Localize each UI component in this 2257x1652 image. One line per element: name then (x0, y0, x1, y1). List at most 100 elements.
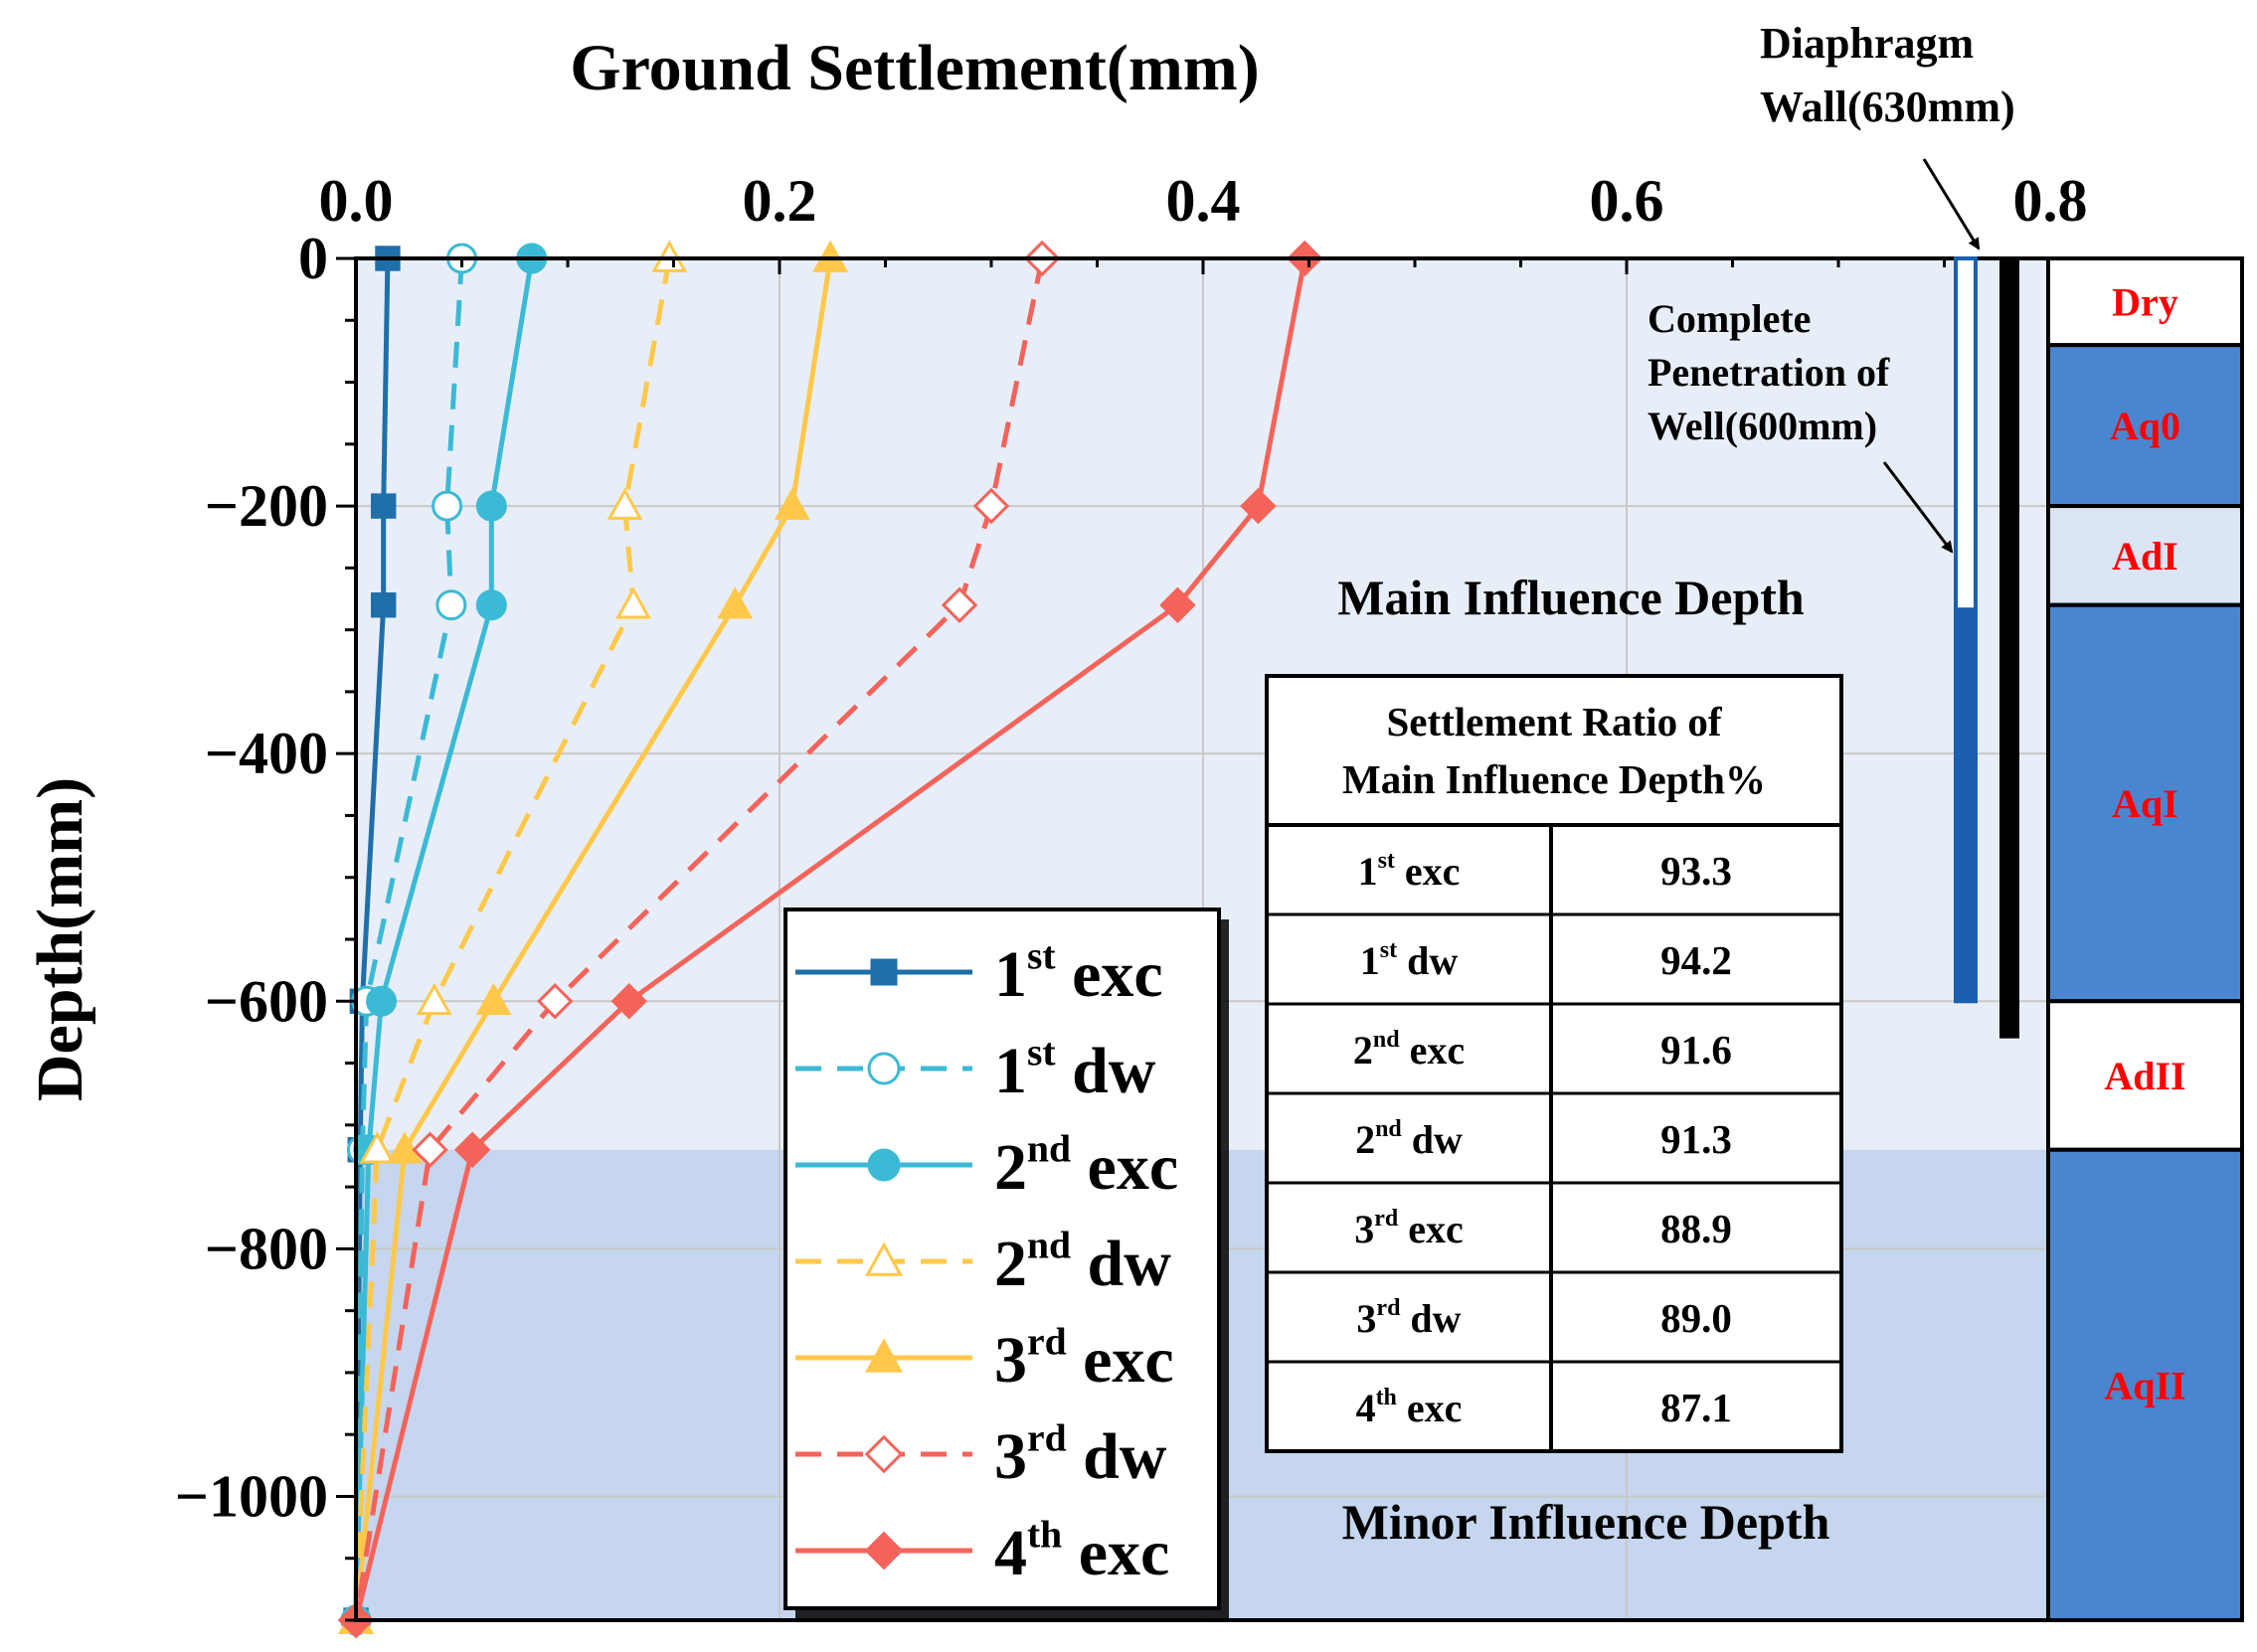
marker-diamond (1240, 487, 1277, 525)
table-row-label: 1st dw (1360, 937, 1459, 983)
well-annotation-line1: Complete (1648, 296, 1811, 341)
wall-annotation-line2: Wall(630mm) (1760, 83, 2015, 131)
marker-circle (432, 490, 463, 522)
x-tick-label: 0.2 (743, 168, 817, 234)
x-tick-label: 0.8 (2013, 168, 2088, 234)
marker-diamond (941, 586, 978, 623)
soil-layer-aqi (2046, 602, 2244, 1004)
marker-triangle (864, 1241, 904, 1276)
marker-circle (435, 589, 467, 621)
wall-arrow (1922, 158, 1981, 250)
marker-square (870, 958, 898, 986)
table-row-label: 4th exc (1356, 1385, 1463, 1430)
table-row-value: 87.1 (1660, 1385, 1732, 1430)
table-row-label: 2nd dw (1355, 1116, 1463, 1162)
well-arrow (1882, 461, 1954, 554)
soil-layer-adii (2046, 999, 2244, 1152)
marker-triangle (864, 1338, 904, 1373)
soil-layer-label: AqII (2104, 1363, 2185, 1407)
table-row-label: 3rd exc (1354, 1206, 1464, 1251)
well-annotation-line2: Penetration of (1648, 350, 1890, 395)
well-annotation-line3: Well(600mm) (1648, 404, 1877, 448)
marker-diamond (864, 1531, 904, 1570)
ratio-table: Settlement Ratio of Main Influence Depth%… (1265, 674, 1843, 1453)
y-tick-label: −1000 (175, 1463, 328, 1529)
y-tick-label: −800 (205, 1216, 328, 1281)
soil-layer-label: AdI (2112, 534, 2178, 578)
marker-circle (867, 1148, 901, 1182)
marker-square (370, 493, 397, 519)
table-frame (1265, 674, 1843, 1453)
marker-diamond (1159, 586, 1196, 623)
series-4th-exc (337, 240, 1323, 1639)
data-series (337, 240, 1323, 1639)
wall-annotation-line1: Diaphragm (1760, 19, 1974, 68)
marker-circle (867, 1052, 901, 1085)
legend-entry-3rd-dw: 3rd dw (994, 1415, 1167, 1493)
marker-triangle (615, 586, 651, 619)
marker-diamond (864, 1434, 904, 1474)
wall-and-well: Diaphragm Wall(630mm) Complete Penetration … (1648, 19, 2019, 1039)
legend-entry-1st-exc: 1st exc (994, 933, 1163, 1011)
table-row-value: 91.3 (1660, 1116, 1732, 1162)
marker-triangle (717, 586, 754, 619)
marker-diamond (412, 1131, 448, 1168)
table-row-label: 3rd dw (1356, 1295, 1461, 1341)
marker-triangle (607, 487, 643, 520)
series-line (353, 257, 535, 1621)
marker-diamond (972, 487, 1010, 525)
series-line (353, 257, 1045, 1621)
marker-triangle (475, 982, 512, 1016)
marker-triangle (359, 1131, 396, 1164)
well-water (1958, 607, 1974, 1002)
chart-labels: Ground Settlement(mm) Depth(mm) (24, 32, 1260, 1101)
zone-label-main: Main Influence Depth (1337, 570, 1805, 625)
marker-triangle (387, 1131, 423, 1164)
zone-label-minor: Minor Influence Depth (1342, 1494, 1830, 1550)
series-line (353, 257, 672, 1621)
marker-diamond (453, 1131, 491, 1168)
diaphragm-wall (1999, 258, 2019, 1039)
marker-diamond (610, 983, 647, 1020)
soil-layer-label: AdII (2104, 1054, 2185, 1098)
soil-column: Dry Aq0 AdI AqI AdII AqII (2046, 256, 2244, 1623)
marker-diamond (536, 983, 574, 1020)
x-tick-label: 0.0 (319, 168, 394, 234)
table-row-label: 2nd exc (1353, 1027, 1465, 1073)
axes: 0.0 0.2 0.4 0.6 0.8 0 −200 −400 −600 −800 −1000 (175, 168, 2088, 1622)
y-tick-label: −600 (205, 968, 328, 1034)
table-header-line1: Settlement Ratio of (1386, 699, 1722, 744)
series-3rd-exc (338, 240, 849, 1634)
table-row-value: 89.0 (1660, 1295, 1732, 1341)
legend-entry-1st-dw: 1st dw (994, 1030, 1156, 1107)
legend-entry-4th-exc: 4th exc (994, 1512, 1169, 1589)
y-tick-label: −200 (205, 473, 328, 539)
soil-layer-label: AqI (2112, 781, 2178, 826)
soil-layer-aq0 (2046, 343, 2244, 509)
marker-triangle (774, 487, 810, 520)
legend-entry-2nd-exc: 2nd exc (994, 1126, 1178, 1204)
table-row-label: 1st exc (1358, 848, 1461, 894)
series-line (353, 257, 464, 1621)
series-line (353, 257, 833, 1621)
legend-entry-2nd-dw: 2nd dw (994, 1223, 1171, 1300)
legend: 1st exc 1st dw 2nd exc 2nd dw 3rd exc 3rd dw 4… (783, 908, 1229, 1618)
series-line (353, 257, 1307, 1621)
marker-circle (366, 985, 398, 1017)
marker-square (370, 592, 397, 618)
x-tick-label: 0.6 (1590, 168, 1664, 234)
soil-layer-aqii (2046, 1147, 2244, 1623)
table-row-value: 93.3 (1660, 848, 1732, 894)
chart-title: Ground Settlement(mm) (570, 32, 1260, 104)
table-row-value: 91.6 (1660, 1027, 1732, 1073)
marker-circle (475, 490, 507, 522)
y-tick-label: 0 (298, 226, 328, 291)
table-header-line2: Main Influence Depth% (1342, 756, 1766, 802)
x-tick-label: 0.4 (1166, 168, 1241, 234)
soil-layer-label: Dry (2112, 280, 2178, 325)
y-axis-label: Depth(mm) (24, 777, 96, 1101)
soil-layer-label: Aq0 (2110, 404, 2180, 448)
marker-circle (475, 589, 507, 621)
table-row-value: 88.9 (1660, 1206, 1732, 1251)
